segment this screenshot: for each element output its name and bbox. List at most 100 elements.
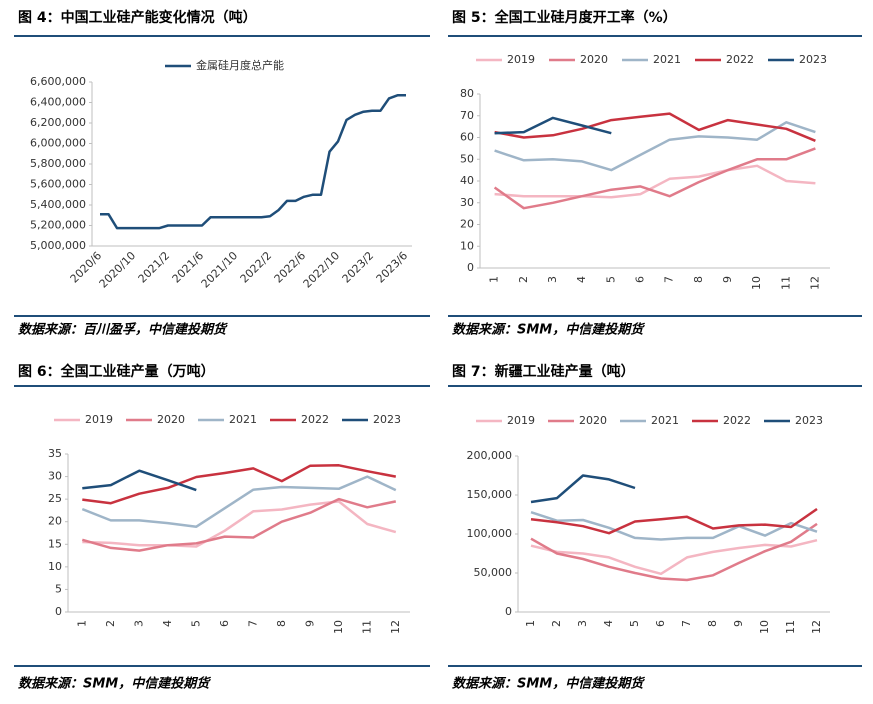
- series-line: [530, 474, 636, 504]
- legend-label: 2023: [373, 413, 401, 426]
- x-tick-label: 11: [360, 620, 373, 634]
- x-tick-label: 9: [732, 620, 745, 627]
- x-tick-label: 4: [161, 620, 174, 627]
- x-tick-label: 12: [810, 620, 823, 634]
- x-tick-label: 8: [275, 620, 288, 627]
- y-tick-label: 10: [460, 239, 474, 252]
- legend-label: 2022: [301, 413, 329, 426]
- x-tick-label: 7: [246, 620, 259, 627]
- x-tick-label: 2: [550, 620, 563, 627]
- y-tick-label: 20: [48, 515, 62, 528]
- chart-title: 图 5：全国工业硅月度开工率（%）: [452, 9, 677, 26]
- chart-title: 图 6：全国工业硅产量（万吨）: [18, 363, 215, 380]
- y-tick-label: 40: [460, 174, 474, 187]
- y-tick-label: 60: [460, 131, 474, 144]
- x-tick-label: 4: [602, 620, 615, 627]
- legend-label: 2023: [799, 53, 827, 66]
- x-tick-label: 2023/2: [340, 249, 377, 286]
- y-tick-label: 10: [48, 560, 62, 573]
- y-tick-label: 6,200,000: [30, 116, 86, 129]
- x-tick-label: 1: [488, 276, 501, 283]
- y-tick-label: 5,200,000: [30, 219, 86, 232]
- x-tick-label: 11: [779, 276, 792, 290]
- y-tick-label: 35: [48, 447, 62, 460]
- legend-label: 2021: [229, 413, 257, 426]
- legend-label: 2022: [726, 53, 754, 66]
- y-tick-label: 100,000: [467, 527, 513, 540]
- y-tick-label: 5,000,000: [30, 239, 86, 252]
- legend-label: 金属硅月度总产能: [196, 58, 284, 72]
- x-tick-label: 2021/2: [136, 249, 173, 286]
- x-tick-label: 3: [576, 620, 589, 627]
- source-note: 数据来源：SMM，中信建投期货: [452, 676, 645, 692]
- x-tick-label: 2: [517, 276, 530, 283]
- series-line: [100, 94, 406, 230]
- x-tick-label: 12: [808, 276, 821, 290]
- x-tick-label: 4: [575, 276, 588, 283]
- y-tick-label: 6,600,000: [30, 75, 86, 88]
- y-tick-label: 70: [460, 109, 474, 122]
- x-tick-label: 6: [633, 276, 646, 283]
- legend-label: 2021: [651, 414, 679, 427]
- y-tick-label: 6,000,000: [30, 137, 86, 150]
- x-tick-label: 10: [758, 620, 771, 634]
- legend-label: 2023: [795, 414, 823, 427]
- x-tick-label: 3: [132, 620, 145, 627]
- series-line: [530, 538, 818, 576]
- source-note: 数据来源：SMM，中信建投期货: [18, 676, 211, 692]
- y-tick-label: 5: [55, 582, 62, 595]
- series-line: [494, 164, 816, 199]
- y-tick-label: 5,600,000: [30, 178, 86, 191]
- y-tick-label: 200,000: [467, 449, 513, 462]
- x-tick-label: 8: [706, 620, 719, 627]
- legend-label: 2019: [507, 53, 535, 66]
- x-tick-label: 2: [104, 620, 117, 627]
- x-tick-label: 5: [189, 620, 202, 627]
- x-tick-label: 2022/2: [238, 249, 275, 286]
- series-line: [494, 116, 612, 135]
- y-tick-label: 6,400,000: [30, 96, 86, 109]
- x-tick-label: 9: [303, 620, 316, 627]
- y-tick-label: 30: [460, 196, 474, 209]
- legend-label: 2020: [579, 414, 607, 427]
- y-tick-label: 80: [460, 87, 474, 100]
- legend-label: 2021: [653, 53, 681, 66]
- y-tick-label: 0: [505, 605, 512, 618]
- series-line: [530, 507, 818, 535]
- x-tick-label: 1: [524, 620, 537, 627]
- y-tick-label: 25: [48, 492, 62, 505]
- legend-label: 2019: [507, 414, 535, 427]
- x-tick-label: 6: [654, 620, 667, 627]
- x-tick-label: 2023/6: [374, 249, 411, 286]
- x-tick-label: 2021/10: [199, 249, 241, 291]
- x-tick-label: 6: [218, 620, 231, 627]
- series-line: [82, 469, 197, 492]
- x-tick-label: 7: [663, 276, 676, 283]
- y-tick-label: 50,000: [474, 566, 513, 579]
- series-line: [494, 121, 816, 172]
- x-tick-label: 7: [680, 620, 693, 627]
- y-tick-label: 0: [467, 261, 474, 274]
- x-tick-label: 10: [750, 276, 763, 290]
- y-tick-label: 5,800,000: [30, 157, 86, 170]
- source-note: 数据来源：百川盈孚，中信建投期货: [18, 322, 228, 338]
- series-line: [530, 522, 818, 582]
- chart-title: 图 4：中国工业硅产能变化情况（吨）: [18, 9, 257, 26]
- series-line: [81, 497, 397, 552]
- x-tick-label: 5: [604, 276, 617, 283]
- y-tick-label: 5,400,000: [30, 198, 86, 211]
- series-line: [494, 112, 816, 142]
- y-tick-label: 150,000: [467, 488, 513, 501]
- x-tick-label: 5: [628, 620, 641, 627]
- legend-label: 2022: [723, 414, 751, 427]
- source-note: 数据来源：SMM，中信建投期货: [452, 322, 645, 338]
- x-tick-label: 11: [784, 620, 797, 634]
- x-tick-label: 2022/10: [301, 249, 343, 291]
- legend-label: 2020: [580, 53, 608, 66]
- series-line: [530, 511, 818, 541]
- series-line: [81, 475, 397, 528]
- y-tick-label: 30: [48, 470, 62, 483]
- x-tick-label: 3: [546, 276, 559, 283]
- y-tick-label: 15: [48, 537, 62, 550]
